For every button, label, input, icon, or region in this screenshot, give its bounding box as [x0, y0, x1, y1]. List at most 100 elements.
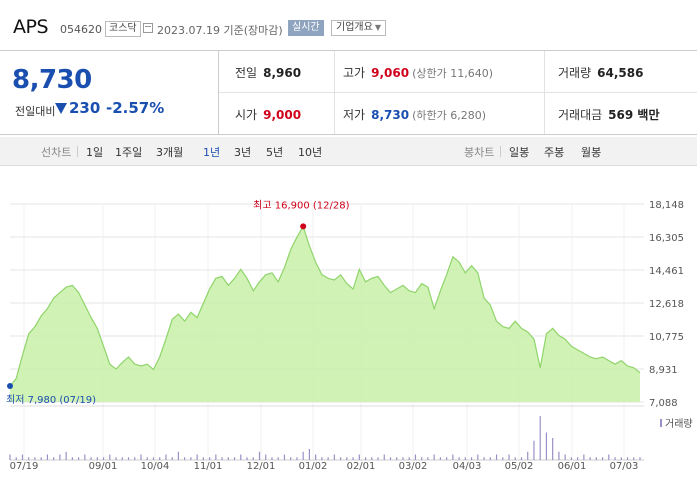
x-tick-label: 03/02: [399, 461, 428, 472]
period-10y[interactable]: 10년: [298, 146, 323, 159]
company-overview-dropdown[interactable]: 기업개요 ▼: [331, 20, 386, 36]
volume-bar: [321, 457, 323, 460]
volume-bar: [28, 457, 30, 460]
period-1y[interactable]: 1년: [203, 146, 221, 159]
volume-bar: [527, 451, 529, 460]
volume-bar: [520, 457, 523, 460]
divider: [219, 92, 697, 93]
price-line: [9, 224, 641, 387]
candle-monthly[interactable]: 월봉: [581, 146, 602, 159]
volume-bar: [421, 457, 423, 460]
stat-trade-amount: 거래대금 569 백만: [558, 106, 659, 123]
stat-label: 거래량: [558, 66, 592, 80]
volume-bar: [221, 457, 223, 460]
stat-label: 저가: [343, 108, 366, 122]
volume-bar: [514, 457, 516, 460]
volume-bar: [315, 454, 317, 460]
volume-bar: [209, 457, 211, 460]
volume-bar: [539, 416, 541, 460]
y-tick-label: 7,088: [649, 398, 678, 409]
volume-bar: [583, 454, 585, 460]
x-tick-label: 10/04: [141, 461, 170, 472]
volume-bar: [483, 457, 485, 460]
volume-legend-label: 거래량: [665, 418, 693, 430]
stock-header: APS 054620 코스닥 2023.07.19 기준(장마감) 실시간 기업…: [0, 0, 697, 40]
stat-open: 시가 9,000: [235, 106, 301, 123]
volume-bar: [102, 457, 105, 460]
volume-bar: [15, 457, 17, 460]
x-tick-label: 07/19: [10, 461, 39, 472]
min-marker: [7, 383, 13, 390]
volume-bar: [558, 451, 560, 460]
price-chart: 18,148 16,305 14,461 12,618 10,775 8,931 7,088…: [6, 199, 693, 472]
volume-bar: [271, 457, 273, 460]
y-tick-label: 16,305: [649, 233, 684, 244]
x-tick-label: 01/02: [299, 461, 328, 472]
volume-bar: [159, 457, 161, 460]
volume-bar: [127, 457, 130, 460]
stat-label: 고가: [343, 66, 366, 80]
volume-bar: [265, 454, 267, 460]
volume-bar: [34, 457, 36, 460]
volume-bar: [608, 454, 610, 460]
volume-bar: [109, 454, 111, 460]
volume-bar: [552, 438, 554, 460]
volume-bar: [140, 454, 142, 460]
volume-bar: [433, 454, 435, 460]
stat-label: 거래대금: [558, 108, 603, 122]
period-5y[interactable]: 5년: [266, 146, 284, 159]
volume-bar: [240, 454, 242, 460]
max-marker: [300, 223, 307, 230]
stat-volume: 거래량 64,586: [558, 64, 643, 81]
candle-weekly[interactable]: 주봉: [544, 146, 565, 159]
volume-bar: [296, 457, 298, 460]
volume-bar: [358, 454, 360, 460]
period-3m[interactable]: 3개월: [156, 146, 184, 159]
volume-bar: [570, 457, 572, 460]
volume-bar: [533, 440, 535, 460]
realtime-button[interactable]: 실시간: [288, 20, 324, 36]
volume-bar: [308, 449, 311, 460]
volume-bar: [115, 457, 117, 460]
stat-value: 9,000: [263, 108, 302, 122]
volume-bar: [177, 451, 180, 460]
volume-bar: [402, 457, 404, 460]
candle-chart-label: 봉차트: [464, 146, 495, 159]
period-3y[interactable]: 3년: [234, 146, 252, 159]
price-area: [10, 226, 640, 402]
volume-bar: [184, 457, 186, 460]
volume-bar: [233, 457, 236, 460]
stat-low: 저가 8,730 (하한가 6,280): [343, 106, 486, 123]
period-bar: 선차트 1일 1주일 3개월 1년 3년 5년 10년 봉차트 일봉 주봉 월봉: [0, 137, 697, 166]
period-1d[interactable]: 1일: [86, 146, 104, 159]
volume-bar: [202, 457, 204, 460]
divider: [544, 51, 545, 134]
volume-bar: [495, 454, 498, 460]
volume-bar: [427, 457, 429, 460]
volume-bar: [477, 454, 479, 460]
down-arrow-icon: [55, 103, 67, 114]
y-tick-label: 8,931: [649, 365, 678, 376]
volume-bar: [53, 457, 55, 460]
min-annotation: 최저 7,980 (07/19): [6, 394, 96, 406]
volume-bar: [364, 457, 367, 460]
x-tick-label: 12/01: [247, 461, 276, 472]
stat-value: 8,730: [371, 108, 410, 122]
volume-bar: [371, 457, 373, 460]
change-rate: -2.57%: [106, 99, 165, 117]
change-label: 전일대비: [15, 105, 56, 118]
y-tick-label: 18,148: [649, 200, 684, 211]
volume-bar: [564, 454, 566, 460]
volume-bar: [377, 457, 379, 460]
volume-bar: [458, 457, 460, 460]
volume-bar: [589, 457, 591, 460]
volume-bar: [290, 457, 292, 460]
x-tick-label: 11/01: [194, 461, 223, 472]
volume-bar: [446, 457, 448, 460]
stock-code: 054620: [60, 23, 102, 36]
volume-bar: [46, 454, 49, 460]
candle-daily[interactable]: 일봉: [509, 146, 530, 159]
stat-value: 569 백만: [608, 108, 660, 122]
period-1w[interactable]: 1주일: [115, 146, 143, 159]
volume-bar: [302, 451, 304, 460]
